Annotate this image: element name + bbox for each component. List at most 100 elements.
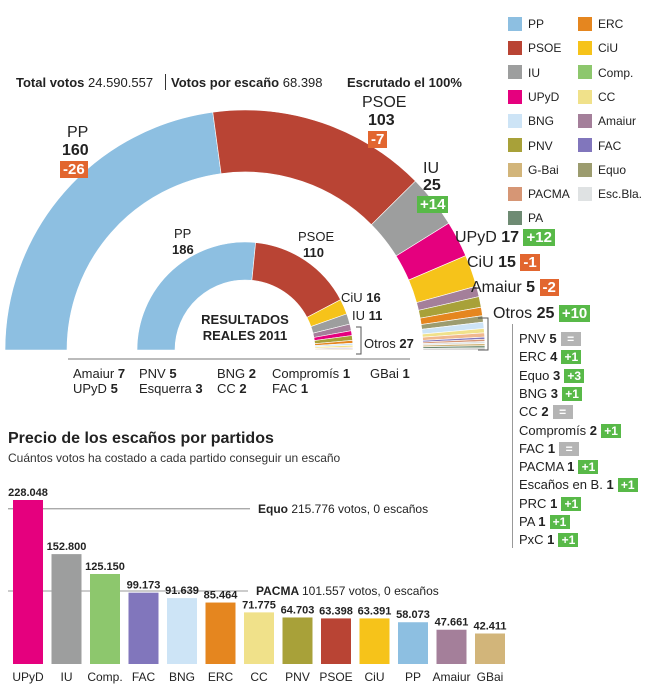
legend-swatch [508, 138, 522, 153]
legend-label: Amaiur [598, 114, 637, 129]
small-row: GBai 1 [370, 366, 410, 381]
otros-party-seats: 3 [552, 367, 561, 383]
small-seats: 2 [248, 366, 257, 381]
bar-category-iu: IU [61, 670, 73, 684]
bar-value-gbai: 42.411 [473, 621, 506, 633]
legend-swatch [578, 65, 592, 80]
legend-item-equo: Equo [578, 162, 626, 177]
otros-list-row: Escaños en B. 1 +1 [519, 477, 638, 493]
small-name: FAC [272, 381, 298, 396]
legend-item-upyd: UPyD [508, 89, 559, 104]
bar-category-fac: FAC [132, 670, 156, 684]
otros-party-seats: 2 [541, 404, 549, 420]
bar-value-comp-: 125.150 [85, 561, 125, 573]
small-seats: 5 [110, 381, 118, 396]
bar-value-ciu: 63.391 [358, 605, 392, 617]
party-seats-upyd: 17 [501, 229, 520, 246]
bar-category-pnv: PNV [285, 670, 310, 684]
bar-category-pp: PP [405, 670, 421, 684]
bar-category-erc: ERC [208, 670, 234, 684]
otros-list-row: Compromís 2 +1 [519, 422, 622, 438]
legend-label: Comp. [598, 65, 634, 80]
otros-party-name: Equo [519, 367, 553, 383]
bar-category-cc: CC [250, 670, 268, 684]
otros-party-name: PA [519, 514, 539, 529]
otros-party-seats: 1 [538, 514, 546, 529]
party-seats-amaiur: 5 [526, 279, 536, 296]
small-seats: 1 [342, 366, 351, 381]
small-seats: 3 [195, 381, 203, 396]
otros-party-name: BNG [519, 385, 551, 401]
total-votes: Total votos 24.590.557 [16, 75, 153, 90]
bar-cc [244, 612, 274, 664]
otros-party-name: Compromís [519, 422, 590, 438]
bar-value-iu: 152.800 [47, 541, 87, 553]
bar-value-fac: 99.173 [127, 580, 161, 592]
otros-party-seats: 1 [547, 440, 556, 456]
total-votes-value: 24.590.557 [88, 75, 154, 90]
legend-label: ERC [598, 16, 624, 31]
party-change-ciu: -1 [520, 254, 540, 271]
inner-name-otros: Otros [364, 336, 396, 351]
legend-swatch [578, 16, 592, 31]
party-name-pp: PP [67, 124, 89, 141]
legend-label: PSOE [528, 41, 562, 56]
small-seats: 1 [300, 381, 309, 396]
inner-seats-psoe: 110 [303, 245, 324, 260]
small-name: GBai [370, 366, 399, 381]
small-seats: 5 [169, 366, 177, 381]
legend-label: CiU [598, 41, 618, 56]
total-votes-label: Total votos [16, 75, 85, 90]
inner-name-ciu: CiU [341, 290, 363, 305]
reference-label-equo: Equo 215.776 votos, 0 escaños [258, 502, 428, 516]
otros-party-name: PACMA [519, 459, 568, 475]
small-row: UPyD 5 [73, 381, 118, 396]
otros-party-seats: 2 [589, 422, 598, 438]
legend-swatch [508, 162, 522, 177]
party-seats-otros: 25 [536, 305, 555, 322]
bar-gbai [475, 633, 505, 664]
bar-category-upyd: UPyD [12, 670, 44, 684]
otros-party-name: PRC [519, 495, 551, 511]
otros-party-change: +1 [601, 423, 622, 438]
bar-category-bng: BNG [169, 670, 195, 684]
scrutiny-status: Escrutado el 100% [347, 75, 462, 90]
bar-value-amaiur: 47.661 [435, 617, 469, 629]
bar-value-psoe: 63.398 [319, 605, 353, 617]
legend-swatch [578, 89, 592, 104]
legend-swatch [578, 138, 592, 153]
legend-label: UPyD [528, 89, 560, 104]
legend-label: PACMA [528, 186, 570, 201]
otros-party-seats: 1 [606, 477, 614, 493]
otros-list-row: CC 2 = [519, 404, 573, 420]
inner-row-iu: IU 11 [352, 308, 382, 323]
small-name: Esquerra [139, 381, 192, 396]
bar-value-erc: 85.464 [204, 590, 239, 602]
otros-party-change: = [560, 332, 581, 346]
reference-label-pacma: PACMA 101.557 votos, 0 escaños [256, 584, 439, 598]
otros-party-name: Escaños en B. [519, 477, 607, 493]
bar-category-gbai: GBai [477, 670, 504, 684]
inner-row-otros: Otros 27 [364, 336, 414, 351]
small-row: FAC 1 [272, 381, 308, 396]
bar-ciu [359, 618, 390, 664]
party-name-psoe: PSOE [362, 94, 407, 111]
legend-swatch [578, 114, 592, 129]
legend-swatch [508, 16, 522, 31]
bar-amaiur [436, 629, 467, 664]
legend-item-erc: ERC [578, 16, 623, 31]
otros-list-row: PA 1 +1 [519, 514, 570, 529]
otros-party-change: +1 [617, 478, 638, 493]
inner-name-psoe: PSOE [298, 229, 335, 244]
otros-bracket [478, 317, 489, 351]
bar-value-pnv: 64.703 [281, 604, 315, 616]
bar-value-pp: 58.073 [396, 609, 430, 621]
small-seats: 2 [239, 381, 247, 396]
legend-item-pp: PP [508, 16, 544, 31]
legend-item-pacma: PACMA [508, 186, 570, 201]
otros-party-change: = [552, 405, 573, 420]
small-row: Amaiur 7 [73, 366, 125, 381]
inner-name-pp: PP [174, 226, 192, 241]
party-change-iu: +14 [417, 196, 449, 213]
seat-arc-pxc [422, 347, 486, 351]
